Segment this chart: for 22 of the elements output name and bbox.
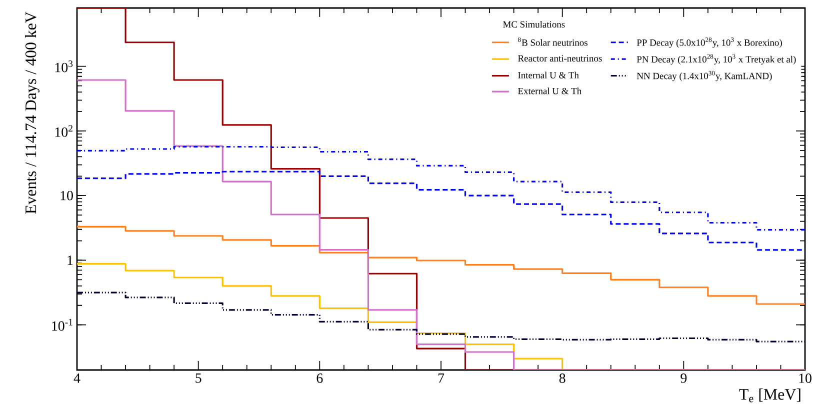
legend-title: MC Simulations bbox=[503, 20, 565, 28]
y-axis-title: Events / 114.74 Days / 400 keV bbox=[24, 12, 40, 214]
x-tick-label: 8 bbox=[559, 374, 566, 383]
y-tick-label: 10 bbox=[60, 190, 73, 200]
y-tick-label: 1 bbox=[68, 256, 73, 265]
y-tick-label: 10$^{2}$ bbox=[55, 125, 72, 137]
x-tick-label: 7 bbox=[438, 374, 444, 383]
x-tick-label: 9 bbox=[680, 374, 687, 383]
legend-label: PP Decay (5.0x10$^{28}$y, 10$^{3}$ x Borexino) bbox=[636, 38, 782, 48]
y-tick-label: 10$^{-1}$ bbox=[52, 318, 72, 331]
x-tick-label: 6 bbox=[316, 374, 323, 383]
legend-label: NN Decay (1.4x10$^{30}$y, KamLAND) bbox=[636, 70, 772, 82]
legend-label: $^{8}$B Solar neutrinos bbox=[518, 38, 588, 46]
legend-label: PN Decay (2.1x10$^{28}$y, 10$^{3}$ x Tretyak et al) bbox=[636, 54, 796, 64]
legend-label: Internal U & Th bbox=[518, 72, 579, 78]
x-tick-label: 4 bbox=[74, 374, 80, 383]
y-tick-label: 10$^{3}$ bbox=[55, 60, 73, 72]
legend-label: External U & Th bbox=[518, 88, 582, 94]
legend-label: Reactor anti-neutrinos bbox=[518, 55, 602, 62]
x-tick-label: 5 bbox=[196, 374, 202, 383]
x-tick-label: 10 bbox=[799, 374, 812, 383]
x-axis-title: T$_{e}$ [MeV] bbox=[739, 388, 800, 402]
